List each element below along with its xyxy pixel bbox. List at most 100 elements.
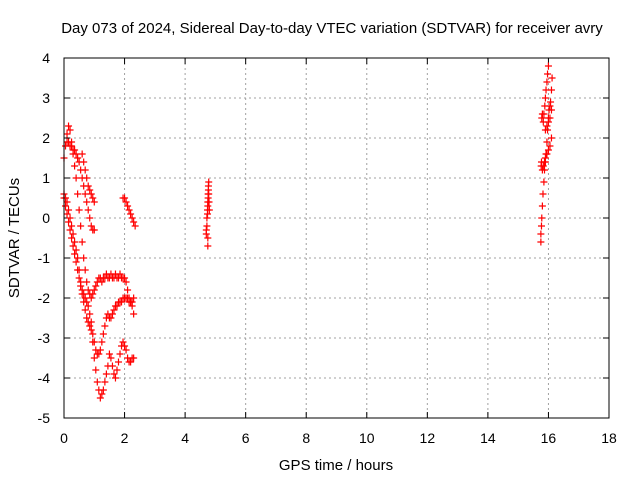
data-point xyxy=(72,150,80,158)
data-point xyxy=(81,306,89,314)
data-point xyxy=(68,142,76,150)
data-point xyxy=(83,314,91,322)
data-point xyxy=(127,210,135,218)
data-point xyxy=(74,254,82,262)
data-point xyxy=(537,230,545,238)
data-point xyxy=(543,138,551,146)
data-point xyxy=(65,138,73,146)
data-point xyxy=(544,118,552,126)
data-point xyxy=(93,378,101,386)
data-point xyxy=(204,234,212,242)
data-point xyxy=(544,70,552,78)
y-tick-label: 4 xyxy=(42,50,50,66)
data-point xyxy=(537,222,545,230)
data-point xyxy=(63,198,71,206)
data-point xyxy=(121,194,129,202)
data-point xyxy=(130,218,138,226)
data-point xyxy=(69,242,77,250)
data-point xyxy=(87,190,95,198)
data-point xyxy=(131,222,139,230)
data-point xyxy=(203,222,211,230)
series-track-g xyxy=(202,178,213,250)
data-point xyxy=(71,146,79,154)
data-point xyxy=(118,298,126,306)
y-tick-label: -5 xyxy=(38,410,51,426)
data-point xyxy=(540,178,548,186)
data-point xyxy=(92,366,100,374)
data-point xyxy=(77,282,85,290)
plot-frame xyxy=(63,57,610,419)
x-axis-label: GPS time / hours xyxy=(279,457,393,474)
data-point xyxy=(77,222,85,230)
data-point xyxy=(71,238,79,246)
data-point xyxy=(130,354,138,362)
data-point xyxy=(124,294,132,302)
data-point xyxy=(102,370,110,378)
data-point xyxy=(89,194,97,202)
data-point xyxy=(89,290,97,298)
data-point xyxy=(86,186,94,194)
data-point xyxy=(84,206,92,214)
data-point xyxy=(111,374,119,382)
data-point xyxy=(95,350,103,358)
data-point xyxy=(205,178,213,186)
y-tick-label: -4 xyxy=(38,370,51,386)
data-point xyxy=(72,174,80,182)
data-point xyxy=(81,266,89,274)
data-point xyxy=(69,230,77,238)
data-point xyxy=(84,182,92,190)
data-point xyxy=(113,302,121,310)
data-point xyxy=(543,122,551,130)
x-tick-label: 4 xyxy=(181,430,189,446)
data-point xyxy=(547,106,555,114)
data-point xyxy=(547,98,555,106)
data-point xyxy=(74,190,82,198)
y-tick-label: -1 xyxy=(38,250,51,266)
data-point xyxy=(72,246,80,254)
x-tick-label: 10 xyxy=(359,430,375,446)
data-point xyxy=(105,350,113,358)
data-point xyxy=(121,274,129,282)
data-point xyxy=(124,202,132,210)
chart-title: Day 073 of 2024, Sidereal Day-to-day VTE… xyxy=(61,20,603,37)
data-point xyxy=(86,310,94,318)
data-point xyxy=(543,78,551,86)
data-point xyxy=(98,278,106,286)
data-point xyxy=(71,162,79,170)
data-point xyxy=(87,318,95,326)
x-tick-label: 6 xyxy=(242,430,250,446)
series-track-b xyxy=(60,190,138,402)
data-point xyxy=(107,354,115,362)
data-point xyxy=(121,342,129,350)
data-point xyxy=(538,114,546,122)
data-point xyxy=(80,290,88,298)
data-point xyxy=(548,74,556,82)
data-point xyxy=(75,206,83,214)
data-point xyxy=(68,234,76,242)
data-point xyxy=(538,214,546,222)
y-tick-label: 1 xyxy=(42,170,50,186)
data-point xyxy=(546,142,554,150)
data-point xyxy=(547,134,555,142)
data-point xyxy=(541,158,549,166)
data-point xyxy=(541,102,549,110)
data-points xyxy=(60,62,556,402)
data-point xyxy=(541,154,549,162)
data-point xyxy=(66,214,74,222)
series-track-a xyxy=(60,122,138,318)
data-point xyxy=(62,202,70,210)
data-point xyxy=(202,230,210,238)
y-tick-label: 0 xyxy=(42,210,50,226)
x-tick-label: 18 xyxy=(601,430,617,446)
data-point xyxy=(116,270,124,278)
data-point xyxy=(99,330,107,338)
data-point xyxy=(98,338,106,346)
data-point xyxy=(539,190,547,198)
data-point xyxy=(78,238,86,246)
data-point xyxy=(80,158,88,166)
data-point xyxy=(113,366,121,374)
data-point xyxy=(203,214,211,222)
data-point xyxy=(87,222,95,230)
data-point xyxy=(128,298,136,306)
